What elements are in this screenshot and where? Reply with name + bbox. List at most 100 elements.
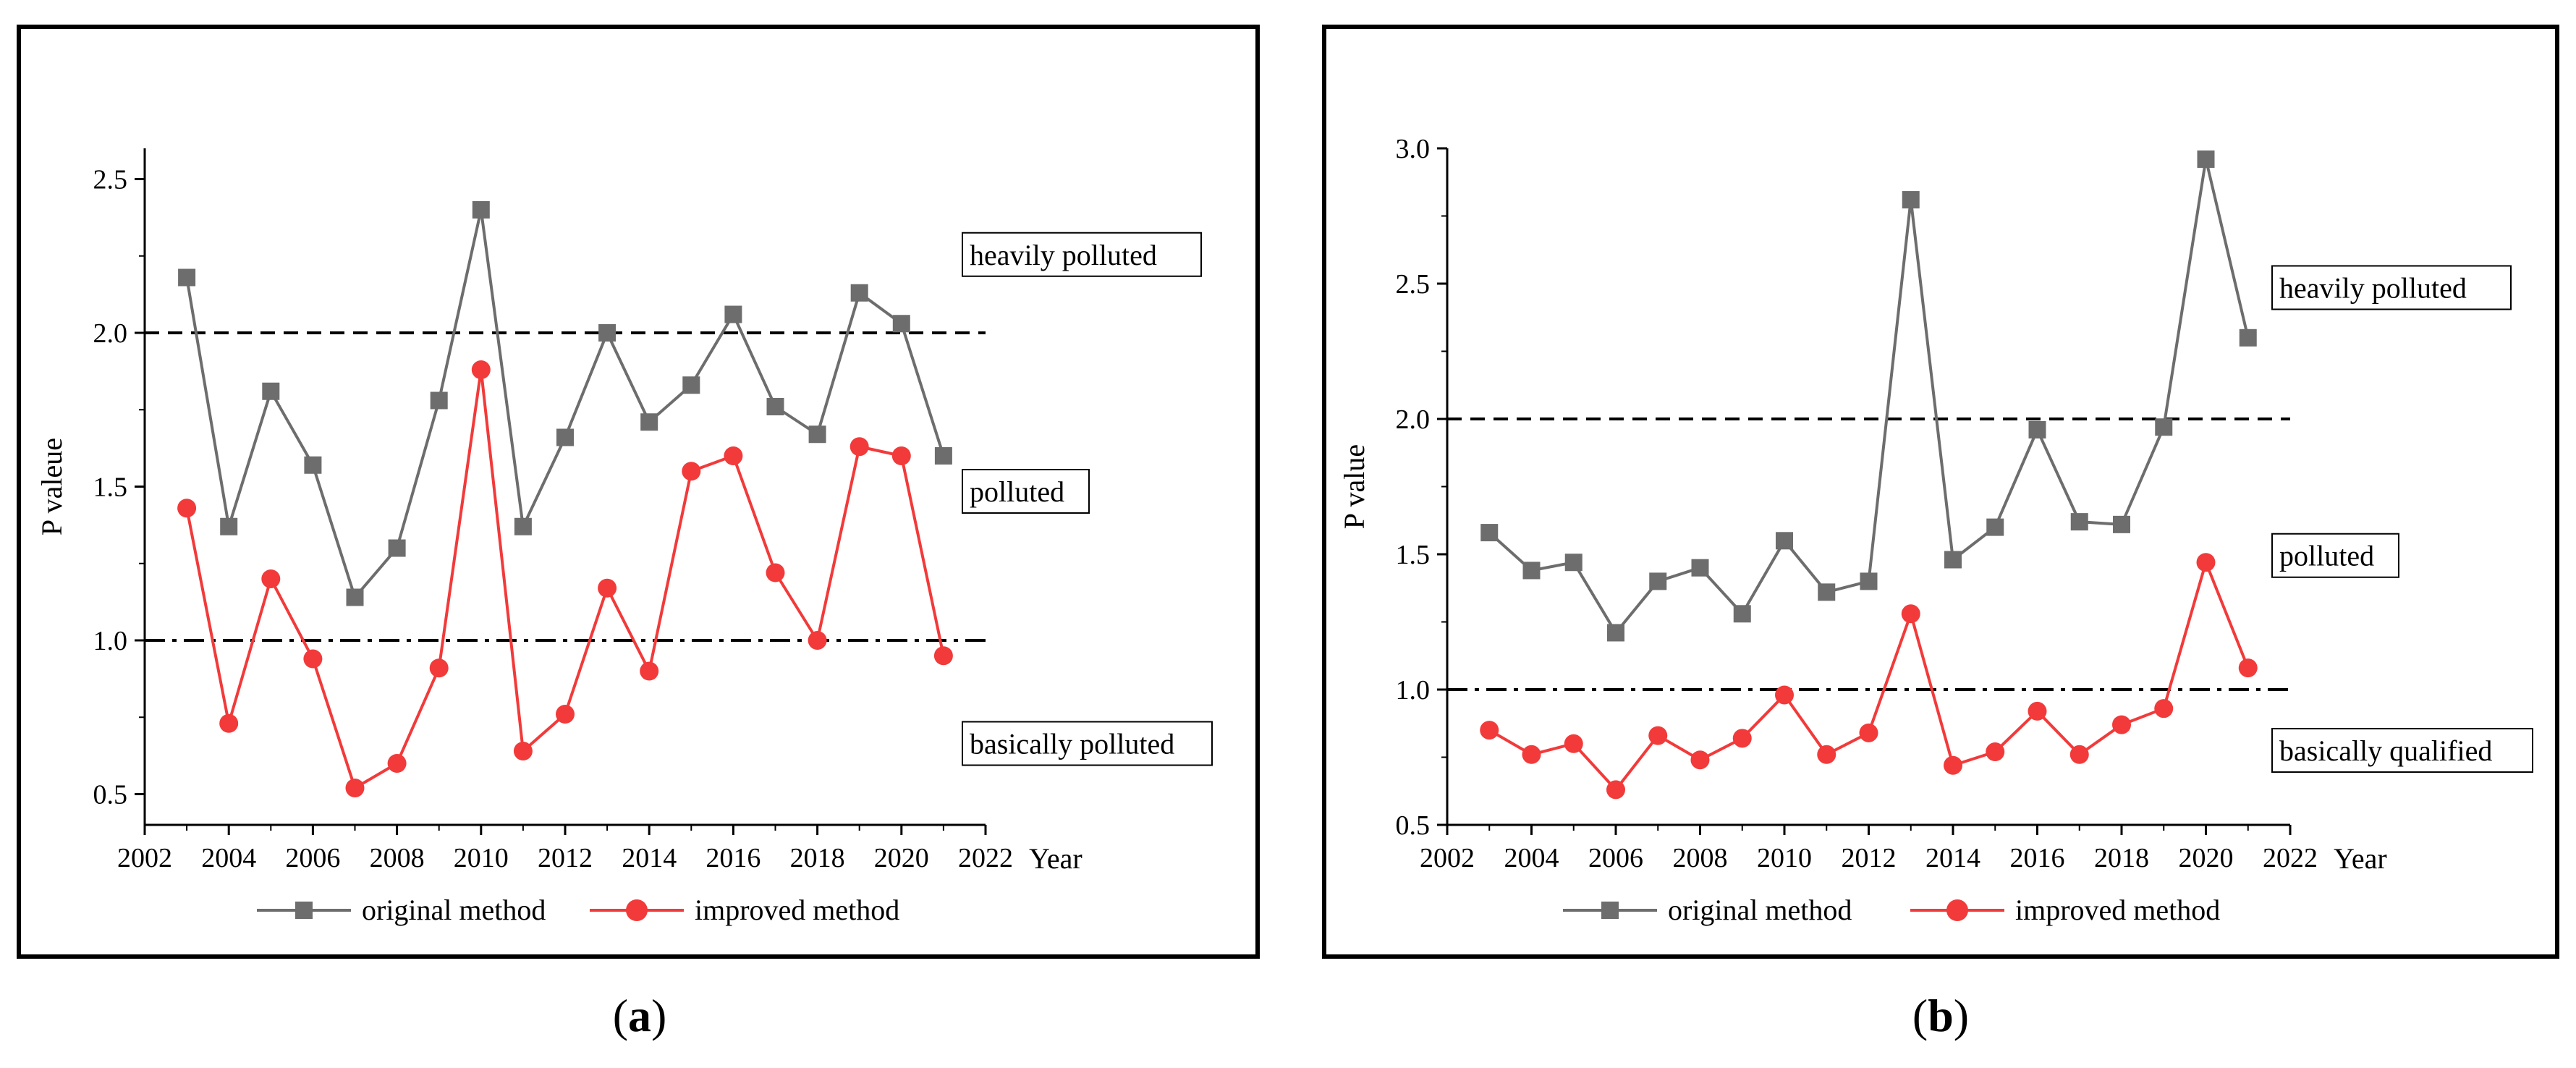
chart-panel-b: 2002 2004 2006 2008 2010 2012 2014 2016 2018 2020… <box>1322 25 2559 1041</box>
y-axis-title: P valeue <box>35 438 68 535</box>
y-tick-label: 2.0 <box>93 318 128 349</box>
data-point-original <box>892 315 910 333</box>
zone-label-box <box>2271 728 2533 774</box>
chart-panel-a: 2002 2004 2006 2008 2010 2012 2014 2016 2018 2020… <box>17 25 1260 1041</box>
data-point-improved <box>513 742 533 760</box>
data-point-improved <box>933 646 953 666</box>
y-tick-label: 2.0 <box>1396 404 1431 435</box>
data-point-improved <box>724 446 743 465</box>
legend-label-improved: improved method <box>2015 894 2220 926</box>
x-tick-label: 2018 <box>2094 843 2149 873</box>
data-point-improved <box>850 437 869 457</box>
panel-caption-letter: a <box>628 990 651 1041</box>
data-point-original <box>472 201 490 219</box>
data-point-improved <box>387 754 407 773</box>
data-point-original <box>2113 515 2130 533</box>
data-point-original <box>388 539 406 557</box>
data-point-original <box>682 376 700 394</box>
y-tick-label: 1.5 <box>93 472 128 503</box>
data-point-original <box>1691 559 1709 577</box>
data-point-original <box>724 305 742 323</box>
data-point-improved <box>303 649 323 669</box>
x-tick-label: 2006 <box>1588 843 1643 873</box>
panel-frame <box>17 25 1260 959</box>
x-tick-label: 2002 <box>1420 843 1475 873</box>
zone-label-box <box>2271 265 2512 310</box>
data-point-improved <box>1986 742 2005 762</box>
x-tick-label: 2010 <box>454 843 509 873</box>
y-tick-label: 1.0 <box>1396 675 1431 705</box>
data-point-improved <box>1564 734 1583 753</box>
data-point-original <box>1607 624 1624 642</box>
data-point-improved <box>556 705 575 724</box>
data-point-improved <box>2154 699 2174 719</box>
data-point-improved <box>1480 721 1499 740</box>
x-axis-title: Year <box>2334 842 2387 875</box>
data-point-improved <box>1606 780 1625 800</box>
data-point-original <box>2070 513 2088 531</box>
data-point-original <box>1986 518 2004 536</box>
x-tick-label: 2016 <box>2010 843 2065 873</box>
zone-label-box <box>962 469 1090 514</box>
data-point-original <box>220 517 238 535</box>
data-point-improved <box>2238 658 2258 678</box>
panel-caption-letter: b <box>1928 990 1954 1041</box>
data-point-original <box>598 324 617 342</box>
data-point-original <box>262 382 280 400</box>
data-point-original <box>304 456 322 474</box>
y-tick-label: 1.5 <box>1396 540 1431 570</box>
series-line-improved <box>1488 561 2250 792</box>
data-point-improved <box>2069 745 2089 764</box>
data-point-original <box>1944 551 1962 569</box>
zone-label: heavily polluted <box>970 239 1157 271</box>
zone-label-box <box>962 232 1202 277</box>
data-point-original <box>556 428 574 446</box>
data-point-improved <box>177 499 197 518</box>
legend-label-improved: improved method <box>695 894 899 926</box>
x-tick-label: 2020 <box>2179 843 2234 873</box>
y-tick-label: 0.5 <box>1396 810 1431 841</box>
series-line-original <box>185 208 945 599</box>
x-tick-label: 2018 <box>790 843 845 873</box>
x-tick-label: 2008 <box>1673 843 1728 873</box>
x-tick-label: 2004 <box>201 843 256 873</box>
data-point-improved <box>2112 715 2131 734</box>
data-point-improved <box>766 563 785 582</box>
y-tick-label: 2.5 <box>1396 269 1431 300</box>
zone-label: basically qualified <box>2279 734 2492 767</box>
data-point-improved <box>1732 729 1752 748</box>
y-tick-label: 1.0 <box>93 626 128 656</box>
x-tick-label: 2016 <box>706 843 760 873</box>
data-point-improved <box>808 631 827 650</box>
data-point-improved <box>1775 685 1794 705</box>
data-point-original <box>934 447 952 465</box>
data-point-original <box>1733 605 1751 623</box>
data-point-original <box>1522 561 1541 580</box>
x-tick-label: 2008 <box>370 843 425 873</box>
data-point-improved <box>682 462 701 481</box>
data-point-original <box>2239 329 2257 347</box>
data-point-improved <box>2028 701 2047 721</box>
x-tick-label: 2022 <box>2263 843 2318 873</box>
data-point-improved <box>471 360 491 379</box>
data-point-improved <box>1901 604 1920 624</box>
x-axis-title: Year <box>1029 842 1082 875</box>
data-point-original <box>346 588 364 606</box>
data-point-improved <box>598 578 617 598</box>
data-point-improved <box>640 661 659 681</box>
legend-label-original: original method <box>362 894 546 926</box>
data-point-improved <box>1522 745 1541 764</box>
zone-label-box <box>2271 533 2399 578</box>
zone-label: polluted <box>970 475 1064 508</box>
data-point-improved <box>261 569 281 588</box>
x-tick-label: 2014 <box>1925 843 1980 873</box>
data-point-improved <box>1859 723 1878 742</box>
x-tick-label: 2022 <box>958 843 1013 873</box>
x-tick-label: 2004 <box>1504 843 1559 873</box>
data-point-original <box>808 425 826 444</box>
x-tick-label: 2010 <box>1757 843 1812 873</box>
legend-marker-original <box>1601 902 1619 919</box>
data-point-improved <box>1648 726 1668 745</box>
zone-label: heavily polluted <box>2279 271 2467 304</box>
x-tick-label: 2002 <box>117 843 172 873</box>
